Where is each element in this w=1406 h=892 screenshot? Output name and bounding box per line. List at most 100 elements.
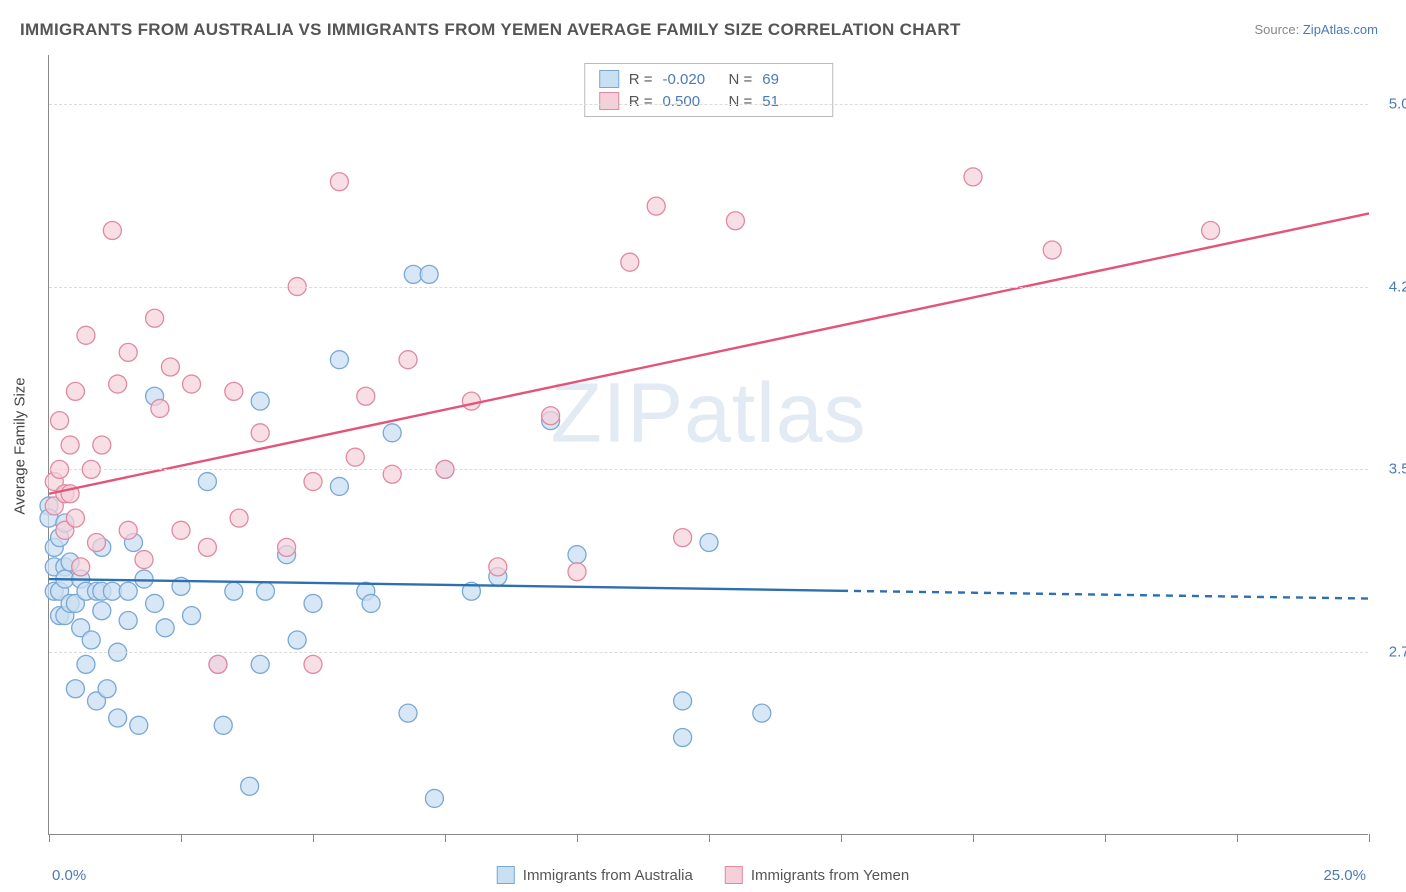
data-point (420, 265, 438, 283)
x-tick-mark (181, 834, 182, 842)
data-point (119, 612, 137, 630)
data-point (183, 607, 201, 625)
legend-item-yemen: Immigrants from Yemen (725, 866, 909, 884)
data-point (225, 382, 243, 400)
gridline (49, 652, 1368, 653)
x-tick-mark (313, 834, 314, 842)
legend-label-yemen: Immigrants from Yemen (751, 867, 909, 884)
data-point (146, 309, 164, 327)
data-point (130, 716, 148, 734)
n-value-yemen: 51 (762, 93, 818, 110)
n-value-australia: 69 (762, 71, 818, 88)
data-point (674, 529, 692, 547)
data-point (357, 387, 375, 405)
data-point (119, 521, 137, 539)
gridline (49, 287, 1368, 288)
data-point (362, 594, 380, 612)
data-point (753, 704, 771, 722)
r-label: R = (629, 71, 653, 88)
data-point (241, 777, 259, 795)
data-point (66, 382, 84, 400)
data-point (82, 631, 100, 649)
data-point (198, 473, 216, 491)
legend-label-australia: Immigrants from Australia (523, 867, 693, 884)
data-point (172, 521, 190, 539)
correlation-row-yemen: R = 0.500 N = 51 (599, 90, 819, 112)
trend-line (49, 579, 841, 591)
data-point (230, 509, 248, 527)
data-point (1202, 222, 1220, 240)
y-tick-label: 3.50 (1378, 461, 1406, 478)
data-point (674, 729, 692, 747)
data-point (304, 655, 322, 673)
data-point (251, 424, 269, 442)
data-point (209, 655, 227, 673)
data-point (425, 789, 443, 807)
data-point (225, 582, 243, 600)
x-tick-mark (577, 834, 578, 842)
data-point (700, 534, 718, 552)
y-axis-label: Average Family Size (12, 377, 29, 514)
data-point (72, 558, 90, 576)
x-tick-mark (709, 834, 710, 842)
source-attribution: Source: ZipAtlas.com (1254, 22, 1378, 37)
data-point (489, 558, 507, 576)
data-point (135, 570, 153, 588)
data-point (621, 253, 639, 271)
gridline (49, 104, 1368, 105)
data-point (726, 212, 744, 230)
y-tick-label: 2.75 (1378, 644, 1406, 661)
correlation-legend: R = -0.020 N = 69 R = 0.500 N = 51 (584, 63, 834, 117)
gridline (49, 469, 1368, 470)
data-point (156, 619, 174, 637)
data-point (146, 594, 164, 612)
x-tick-mark (973, 834, 974, 842)
data-point (251, 655, 269, 673)
data-point (383, 424, 401, 442)
source-link[interactable]: ZipAtlas.com (1303, 22, 1378, 37)
legend-item-australia: Immigrants from Australia (497, 866, 693, 884)
data-point (61, 436, 79, 454)
source-label: Source: (1254, 22, 1302, 37)
data-point (568, 563, 586, 581)
r-value-yemen: 0.500 (663, 93, 719, 110)
data-point (214, 716, 232, 734)
r-value-australia: -0.020 (663, 71, 719, 88)
data-point (330, 351, 348, 369)
chart-svg (49, 55, 1368, 834)
chart-title: IMMIGRANTS FROM AUSTRALIA VS IMMIGRANTS … (20, 20, 961, 40)
r-label: R = (629, 93, 653, 110)
data-point (98, 680, 116, 698)
swatch-australia (599, 70, 619, 88)
data-point (183, 375, 201, 393)
correlation-row-australia: R = -0.020 N = 69 (599, 68, 819, 90)
data-point (119, 343, 137, 361)
data-point (674, 692, 692, 710)
x-axis-max-label: 25.0% (1323, 867, 1366, 884)
swatch-australia (497, 866, 515, 884)
data-point (399, 351, 417, 369)
data-point (88, 534, 106, 552)
x-tick-mark (1105, 834, 1106, 842)
swatch-yemen (725, 866, 743, 884)
data-point (288, 631, 306, 649)
data-point (66, 680, 84, 698)
data-point (109, 709, 127, 727)
data-point (399, 704, 417, 722)
data-point (51, 412, 69, 430)
data-point (568, 546, 586, 564)
trend-line (49, 213, 1369, 493)
data-point (304, 594, 322, 612)
data-point (109, 375, 127, 393)
x-tick-mark (841, 834, 842, 842)
data-point (103, 222, 121, 240)
data-point (93, 602, 111, 620)
n-label: N = (729, 71, 753, 88)
data-point (1043, 241, 1061, 259)
x-tick-mark (1369, 834, 1370, 842)
plot-area: ZIPatlas R = -0.020 N = 69 R = 0.500 N =… (48, 55, 1368, 835)
data-point (198, 538, 216, 556)
data-point (346, 448, 364, 466)
data-point (964, 168, 982, 186)
data-point (77, 655, 95, 673)
